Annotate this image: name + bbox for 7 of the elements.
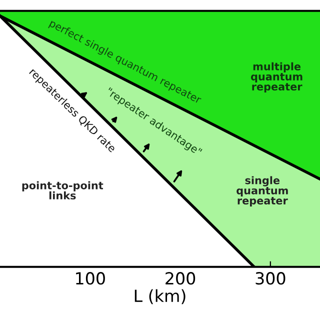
annotation: point-to-point links (22, 181, 104, 200)
x-tick-label: 300 (256, 272, 286, 285)
x-tick-label: 100 (76, 272, 105, 285)
annotation: multiple quantum repeater (250, 62, 302, 93)
annotation: single quantum repeater (236, 176, 288, 207)
x-tick-label: 200 (166, 272, 196, 285)
x-axis-title: L (km) (134, 289, 186, 304)
